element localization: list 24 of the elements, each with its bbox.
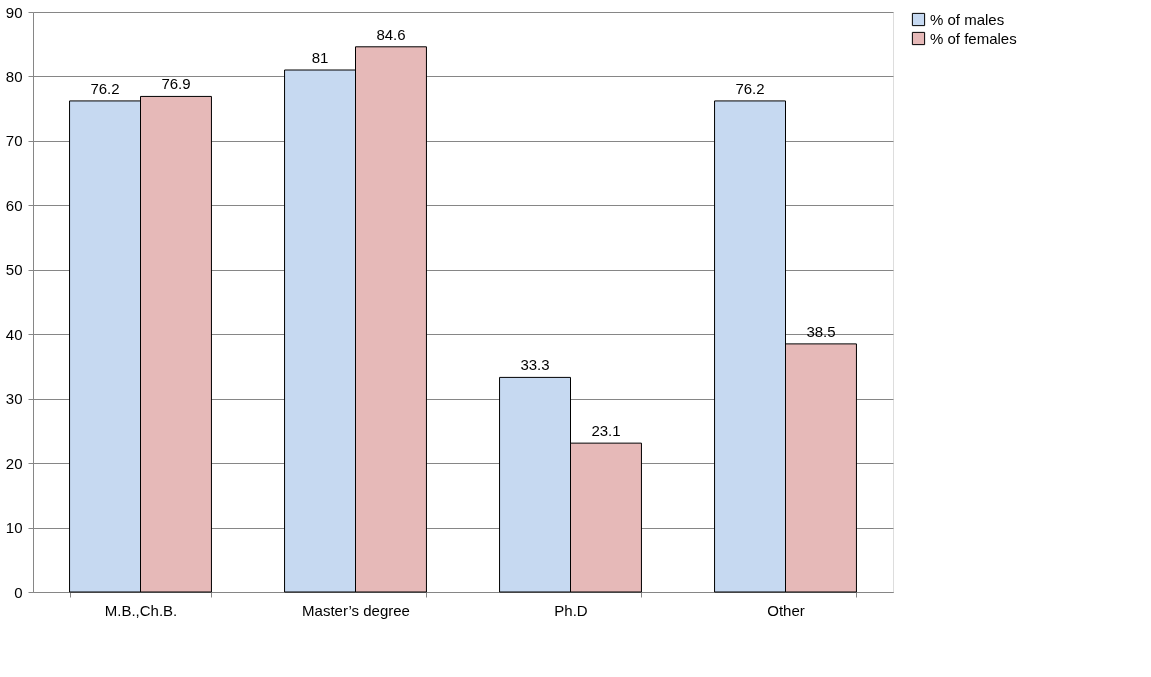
legend-label: % of males [930, 10, 1005, 28]
x-tick-label: Other [767, 601, 805, 619]
y-tick-label: 10 [5, 519, 23, 537]
y-tick-label: 60 [5, 196, 23, 214]
data-label: 81 [311, 49, 329, 66]
y-tick-label: 30 [5, 390, 23, 408]
y-tick-label: 20 [5, 454, 23, 472]
data-label: 33.3 [520, 356, 550, 374]
y-tick-label: 0 [14, 583, 23, 601]
data-label: 76.9 [161, 75, 191, 93]
x-tick-label: Master’s degree [302, 601, 410, 619]
y-tick-label: 50 [5, 261, 23, 279]
y-tick-label: 90 [5, 3, 23, 21]
data-label: 76.2 [90, 79, 120, 97]
y-tick-label: 80 [5, 67, 23, 85]
y-tick-label: 70 [5, 132, 23, 150]
x-tick-label: Ph.D [554, 601, 588, 619]
data-label: 84.6 [376, 25, 406, 43]
y-tick-label: 40 [5, 325, 23, 343]
x-tick-label: M.B.,Ch.B. [104, 601, 178, 619]
data-label: 76.2 [735, 79, 765, 97]
data-label: 23.1 [591, 422, 621, 440]
data-label: 38.5 [806, 322, 836, 340]
legend-label: % of females [930, 29, 1017, 47]
